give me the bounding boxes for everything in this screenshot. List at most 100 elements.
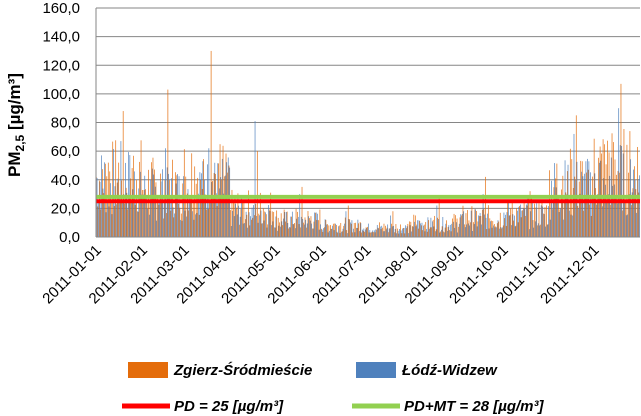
bar-zgierz bbox=[231, 189, 233, 237]
bar-zgierz bbox=[492, 221, 494, 237]
bar-widzew bbox=[138, 188, 140, 237]
bar-zgierz bbox=[400, 224, 401, 237]
bar-zgierz bbox=[566, 171, 568, 237]
bar-widzew bbox=[506, 212, 508, 237]
bar-zgierz bbox=[408, 221, 410, 237]
bar-zgierz bbox=[403, 227, 404, 237]
bar-widzew bbox=[277, 230, 278, 237]
bar-zgierz bbox=[325, 219, 327, 237]
bar-widzew bbox=[132, 189, 134, 237]
bar-zgierz bbox=[517, 222, 519, 237]
bar-zgierz bbox=[623, 128, 625, 237]
bar-widzew bbox=[248, 212, 250, 237]
bar-widzew bbox=[521, 210, 523, 237]
bar-widzew bbox=[113, 148, 114, 237]
bar-zgierz bbox=[447, 227, 449, 237]
bar-widzew bbox=[102, 188, 104, 237]
bar-zgierz bbox=[158, 204, 160, 237]
bar-zgierz bbox=[337, 232, 339, 237]
bar-widzew bbox=[245, 211, 247, 237]
y-tick-label: 20,0 bbox=[51, 200, 80, 217]
bar-widzew bbox=[448, 225, 450, 237]
bar-widzew bbox=[253, 205, 254, 237]
bar-zgierz bbox=[335, 224, 337, 237]
bar-zgierz bbox=[274, 227, 276, 237]
bar-zgierz bbox=[535, 207, 537, 237]
bar-widzew bbox=[390, 215, 392, 237]
bar-zgierz bbox=[493, 224, 495, 237]
bar-zgierz bbox=[276, 210, 278, 237]
bar-widzew bbox=[588, 161, 590, 237]
bar-widzew bbox=[180, 219, 181, 237]
bar-widzew bbox=[265, 212, 266, 237]
bar-widzew bbox=[321, 229, 323, 237]
bar-zgierz bbox=[584, 198, 586, 237]
bar-widzew bbox=[485, 217, 487, 237]
bar-widzew bbox=[303, 224, 305, 237]
bar-zgierz bbox=[327, 224, 328, 237]
bar-zgierz bbox=[155, 182, 157, 237]
bar-zgierz bbox=[465, 213, 467, 237]
bar-zgierz bbox=[596, 201, 598, 237]
bar-zgierz bbox=[587, 169, 589, 237]
bar-zgierz bbox=[303, 222, 304, 237]
bar-zgierz bbox=[611, 133, 613, 237]
bar-widzew bbox=[130, 200, 132, 237]
bar-widzew bbox=[364, 229, 366, 237]
bar-widzew bbox=[160, 181, 162, 237]
bar-widzew bbox=[578, 208, 579, 237]
bar-widzew bbox=[259, 215, 260, 237]
bar-zgierz bbox=[453, 213, 455, 237]
bar-widzew bbox=[452, 221, 454, 237]
bar-zgierz bbox=[507, 201, 509, 237]
bar-widzew bbox=[557, 197, 558, 237]
bar-widzew bbox=[560, 208, 561, 237]
bar-widzew bbox=[475, 209, 476, 237]
bar-widzew bbox=[329, 230, 330, 237]
bar-widzew bbox=[540, 205, 542, 237]
bar-zgierz bbox=[367, 226, 368, 237]
bar-zgierz bbox=[177, 203, 179, 237]
bar-widzew bbox=[561, 202, 563, 237]
bar-widzew bbox=[472, 230, 473, 237]
bar-zgierz bbox=[502, 225, 504, 237]
bar-widzew bbox=[590, 172, 591, 237]
bar-zgierz bbox=[154, 169, 155, 237]
bar-zgierz bbox=[622, 210, 623, 237]
bar-zgierz bbox=[248, 190, 249, 237]
bar-zgierz bbox=[127, 209, 128, 237]
bar-zgierz bbox=[173, 217, 175, 237]
bar-zgierz bbox=[347, 205, 349, 237]
bar-zgierz bbox=[467, 210, 468, 237]
bar-zgierz bbox=[495, 226, 497, 237]
bar-widzew bbox=[142, 194, 144, 237]
bar-widzew bbox=[266, 227, 268, 237]
bar-zgierz bbox=[280, 213, 282, 237]
bar-zgierz bbox=[361, 232, 362, 237]
bar-zgierz bbox=[128, 196, 130, 237]
bar-zgierz bbox=[538, 203, 540, 237]
bar-zgierz bbox=[563, 201, 565, 237]
bar-zgierz bbox=[589, 204, 591, 237]
bar-widzew bbox=[466, 224, 468, 237]
bar-widzew bbox=[268, 205, 269, 237]
y-axis-label: PM2,5 [µg/m³] bbox=[5, 73, 27, 177]
bar-zgierz bbox=[413, 214, 415, 237]
bar-zgierz bbox=[404, 233, 406, 237]
bar-zgierz bbox=[163, 218, 164, 237]
bar-zgierz bbox=[249, 225, 251, 237]
bar-zgierz bbox=[373, 232, 374, 237]
bar-zgierz bbox=[617, 171, 619, 237]
bar-widzew bbox=[350, 222, 351, 237]
bar-widzew bbox=[201, 173, 202, 237]
bar-zgierz bbox=[534, 203, 535, 237]
bar-zgierz bbox=[392, 211, 394, 237]
bar-widzew bbox=[604, 184, 606, 237]
bar-widzew bbox=[300, 216, 302, 237]
bar-zgierz bbox=[298, 224, 300, 237]
bar-zgierz bbox=[213, 173, 215, 237]
bar-widzew bbox=[354, 232, 356, 237]
reference-lines bbox=[96, 194, 640, 204]
bar-widzew bbox=[625, 215, 627, 237]
bar-zgierz bbox=[321, 228, 322, 237]
